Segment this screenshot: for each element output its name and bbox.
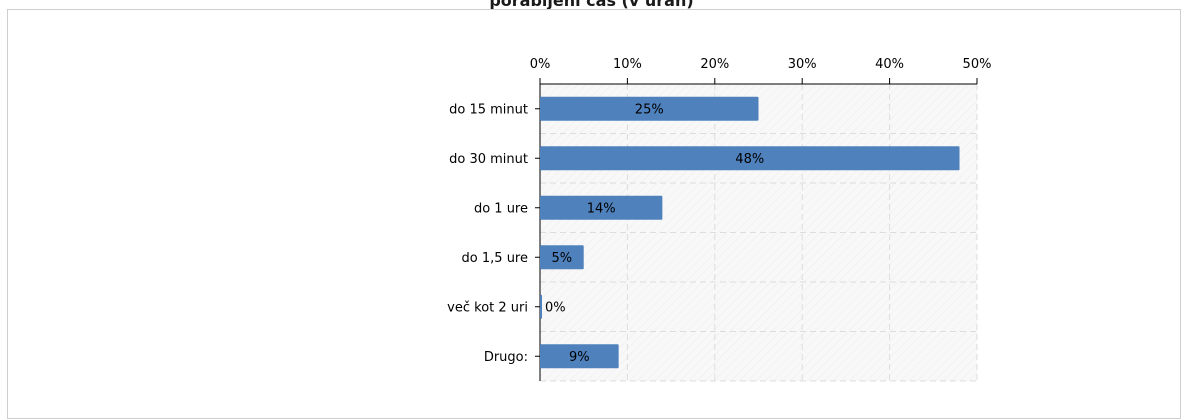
bar (540, 344, 619, 369)
x-tick-label: 40% (875, 57, 904, 72)
chart-title: porabljeni čas (v urah) (489, 0, 694, 10)
x-tick-label: 30% (788, 57, 817, 72)
bar (540, 195, 663, 220)
category-label: do 15 minut (449, 102, 528, 117)
data-label: 14% (587, 201, 616, 216)
data-label: 5% (552, 251, 573, 266)
data-label: 25% (635, 102, 664, 117)
x-tick-label: 20% (700, 57, 729, 72)
category-label: do 1,5 ure (462, 251, 528, 266)
bar (540, 96, 759, 121)
bar (540, 245, 584, 270)
data-label: 0% (545, 300, 566, 315)
x-tick-label: 50% (963, 57, 992, 72)
category-label: do 1 ure (474, 201, 528, 216)
category-label: Drugo: (484, 350, 528, 365)
data-label: 9% (569, 350, 590, 365)
bar (540, 294, 542, 319)
category-label: več kot 2 uri (447, 300, 528, 315)
x-tick-label: 10% (613, 57, 642, 72)
category-label: do 30 minut (449, 152, 528, 167)
x-tick-label: 0% (530, 57, 551, 72)
bar (540, 146, 960, 171)
data-label: 48% (735, 152, 764, 167)
